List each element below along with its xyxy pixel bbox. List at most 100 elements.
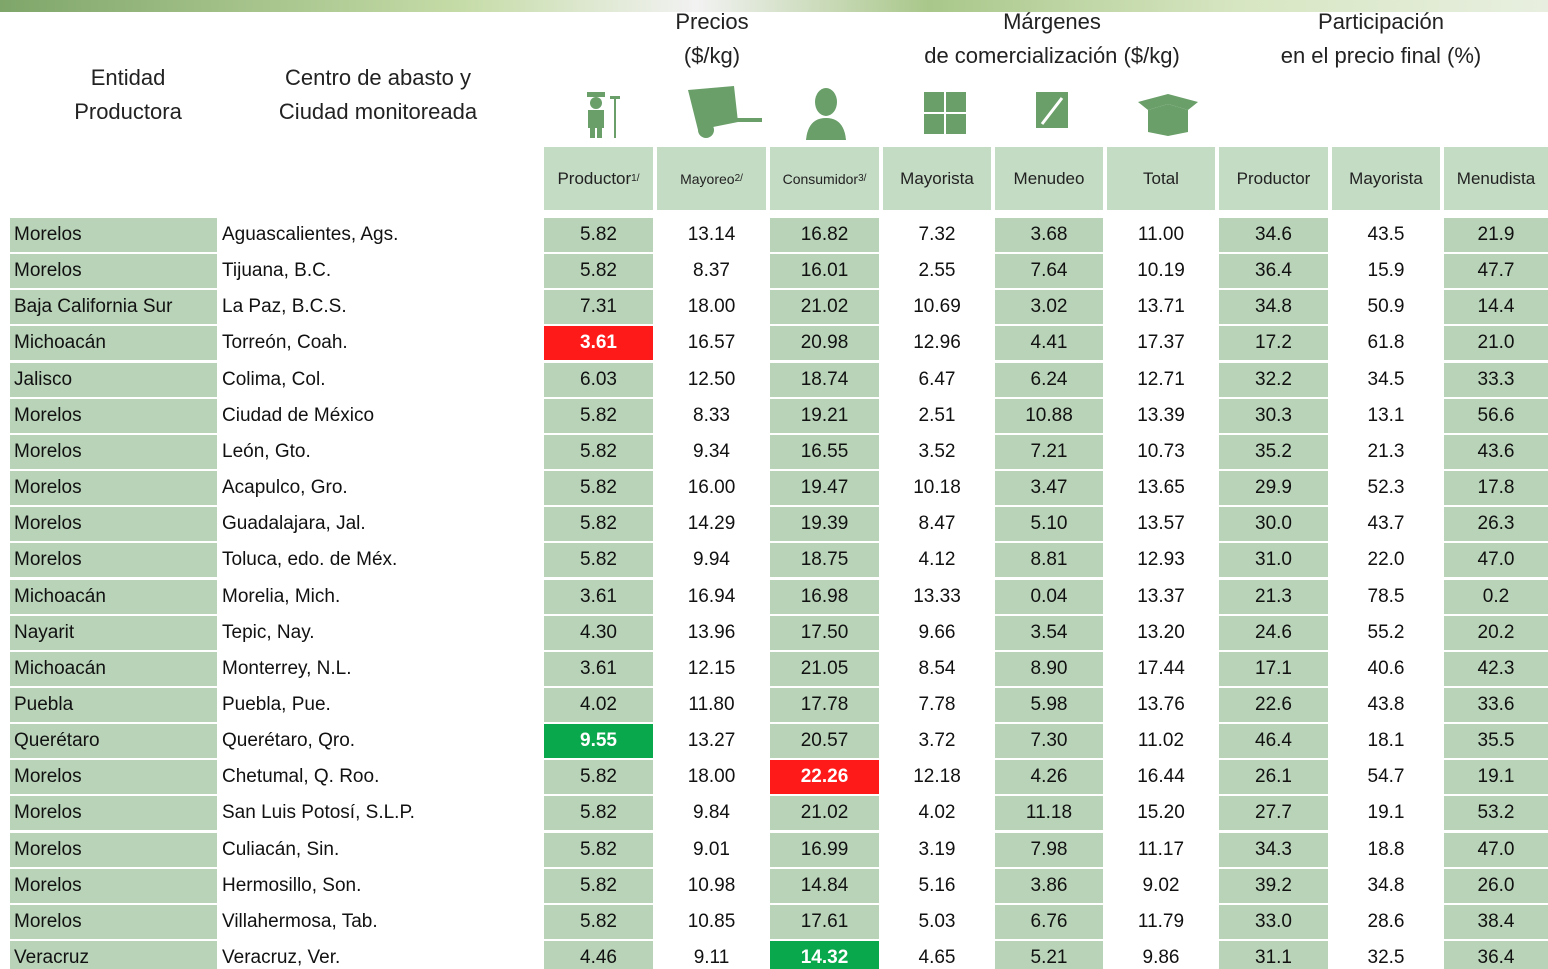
value-cell: 9.84 xyxy=(657,796,766,830)
value-cell: 21.0 xyxy=(1444,326,1548,360)
state-cell: Michoacán xyxy=(10,652,217,686)
value-cell: 3.02 xyxy=(995,290,1103,324)
value-cell: 34.5 xyxy=(1332,363,1440,397)
column-label: Productor xyxy=(557,169,631,189)
value-cell: 20.98 xyxy=(770,326,879,360)
value-cell: 34.8 xyxy=(1219,290,1328,324)
state-cell: Nayarit xyxy=(10,616,217,650)
value-cell: 3.19 xyxy=(883,833,991,867)
value-cell: 21.02 xyxy=(770,290,879,324)
value-cell: 5.82 xyxy=(544,833,653,867)
value-cell: 3.52 xyxy=(883,435,991,469)
value-cell: 6.76 xyxy=(995,905,1103,939)
city-cell: Colima, Col. xyxy=(220,363,540,397)
value-cell: 13.65 xyxy=(1107,471,1215,505)
value-cell: 13.27 xyxy=(657,724,766,758)
state-cell: Morelos xyxy=(10,760,217,794)
value-cell: 27.7 xyxy=(1219,796,1328,830)
value-cell: 16.00 xyxy=(657,471,766,505)
value-cell: 47.0 xyxy=(1444,543,1548,577)
value-cell: 43.6 xyxy=(1444,435,1548,469)
value-cell: 26.0 xyxy=(1444,869,1548,903)
value-cell: 12.50 xyxy=(657,363,766,397)
value-cell: 35.2 xyxy=(1219,435,1328,469)
value-cell: 5.82 xyxy=(544,435,653,469)
value-cell: 29.9 xyxy=(1219,471,1328,505)
state-cell: Morelos xyxy=(10,399,217,433)
value-cell: 31.1 xyxy=(1219,941,1328,969)
value-cell: 10.19 xyxy=(1107,254,1215,288)
value-cell: 17.37 xyxy=(1107,326,1215,360)
city-cell: Puebla, Pue. xyxy=(220,688,540,722)
value-cell: 17.8 xyxy=(1444,471,1548,505)
value-cell: 52.3 xyxy=(1332,471,1440,505)
value-cell: 8.81 xyxy=(995,543,1103,577)
value-cell: 18.00 xyxy=(657,760,766,794)
state-cell: Michoacán xyxy=(10,580,217,614)
value-cell: 9.55 xyxy=(544,724,653,758)
value-cell: 30.3 xyxy=(1219,399,1328,433)
value-cell: 12.18 xyxy=(883,760,991,794)
value-cell: 33.3 xyxy=(1444,363,1548,397)
city-cell: La Paz, B.C.S. xyxy=(220,290,540,324)
value-cell: 14.32 xyxy=(770,941,879,969)
column-label: Mayoreo xyxy=(680,171,734,187)
box-icon xyxy=(1136,92,1200,136)
value-cell: 17.2 xyxy=(1219,326,1328,360)
value-cell: 4.30 xyxy=(544,616,653,650)
value-cell: 18.1 xyxy=(1332,724,1440,758)
value-cell: 4.65 xyxy=(883,941,991,969)
value-cell: 4.02 xyxy=(544,688,653,722)
state-cell: Morelos xyxy=(10,543,217,577)
value-cell: 8.33 xyxy=(657,399,766,433)
value-cell: 3.54 xyxy=(995,616,1103,650)
value-cell: 5.98 xyxy=(995,688,1103,722)
value-cell: 13.39 xyxy=(1107,399,1215,433)
value-cell: 22.26 xyxy=(770,760,879,794)
value-cell: 17.50 xyxy=(770,616,879,650)
city-cell: Veracruz, Ver. xyxy=(220,941,540,969)
value-cell: 3.61 xyxy=(544,326,653,360)
city-cell: Hermosillo, Son. xyxy=(220,869,540,903)
value-cell: 20.2 xyxy=(1444,616,1548,650)
value-cell: 7.32 xyxy=(883,218,991,252)
value-cell: 8.37 xyxy=(657,254,766,288)
state-cell: Michoacán xyxy=(10,326,217,360)
column-label: Productor xyxy=(1237,169,1311,189)
value-cell: 78.5 xyxy=(1332,580,1440,614)
value-cell: 11.00 xyxy=(1107,218,1215,252)
column-label: Total xyxy=(1143,169,1179,189)
city-cell: Monterrey, N.L. xyxy=(220,652,540,686)
value-cell: 3.61 xyxy=(544,580,653,614)
entity-header: Productora xyxy=(18,95,238,129)
value-cell: 43.5 xyxy=(1332,218,1440,252)
value-cell: 14.84 xyxy=(770,869,879,903)
value-cell: 10.88 xyxy=(995,399,1103,433)
value-cell: 10.85 xyxy=(657,905,766,939)
column-label: Consumidor xyxy=(783,171,858,187)
value-cell: 12.96 xyxy=(883,326,991,360)
value-cell: 32.2 xyxy=(1219,363,1328,397)
value-cell: 19.1 xyxy=(1332,796,1440,830)
state-cell: Querétaro xyxy=(10,724,217,758)
city-cell: Culiacán, Sin. xyxy=(220,833,540,867)
value-cell: 36.4 xyxy=(1444,941,1548,969)
footnote-ref: 2/ xyxy=(735,173,743,184)
value-cell: 14.4 xyxy=(1444,290,1548,324)
city-cell: Guadalajara, Jal. xyxy=(220,507,540,541)
value-cell: 10.18 xyxy=(883,471,991,505)
city-cell: Villahermosa, Tab. xyxy=(220,905,540,939)
value-cell: 16.98 xyxy=(770,580,879,614)
center-header: Centro de abasto y xyxy=(228,61,528,95)
state-cell: Baja California Sur xyxy=(10,290,217,324)
value-cell: 6.47 xyxy=(883,363,991,397)
value-cell: 5.82 xyxy=(544,471,653,505)
crate-icon xyxy=(1034,90,1070,130)
value-cell: 54.7 xyxy=(1332,760,1440,794)
value-cell: 61.8 xyxy=(1332,326,1440,360)
value-cell: 30.0 xyxy=(1219,507,1328,541)
city-cell: Aguascalientes, Ags. xyxy=(220,218,540,252)
value-cell: 2.55 xyxy=(883,254,991,288)
